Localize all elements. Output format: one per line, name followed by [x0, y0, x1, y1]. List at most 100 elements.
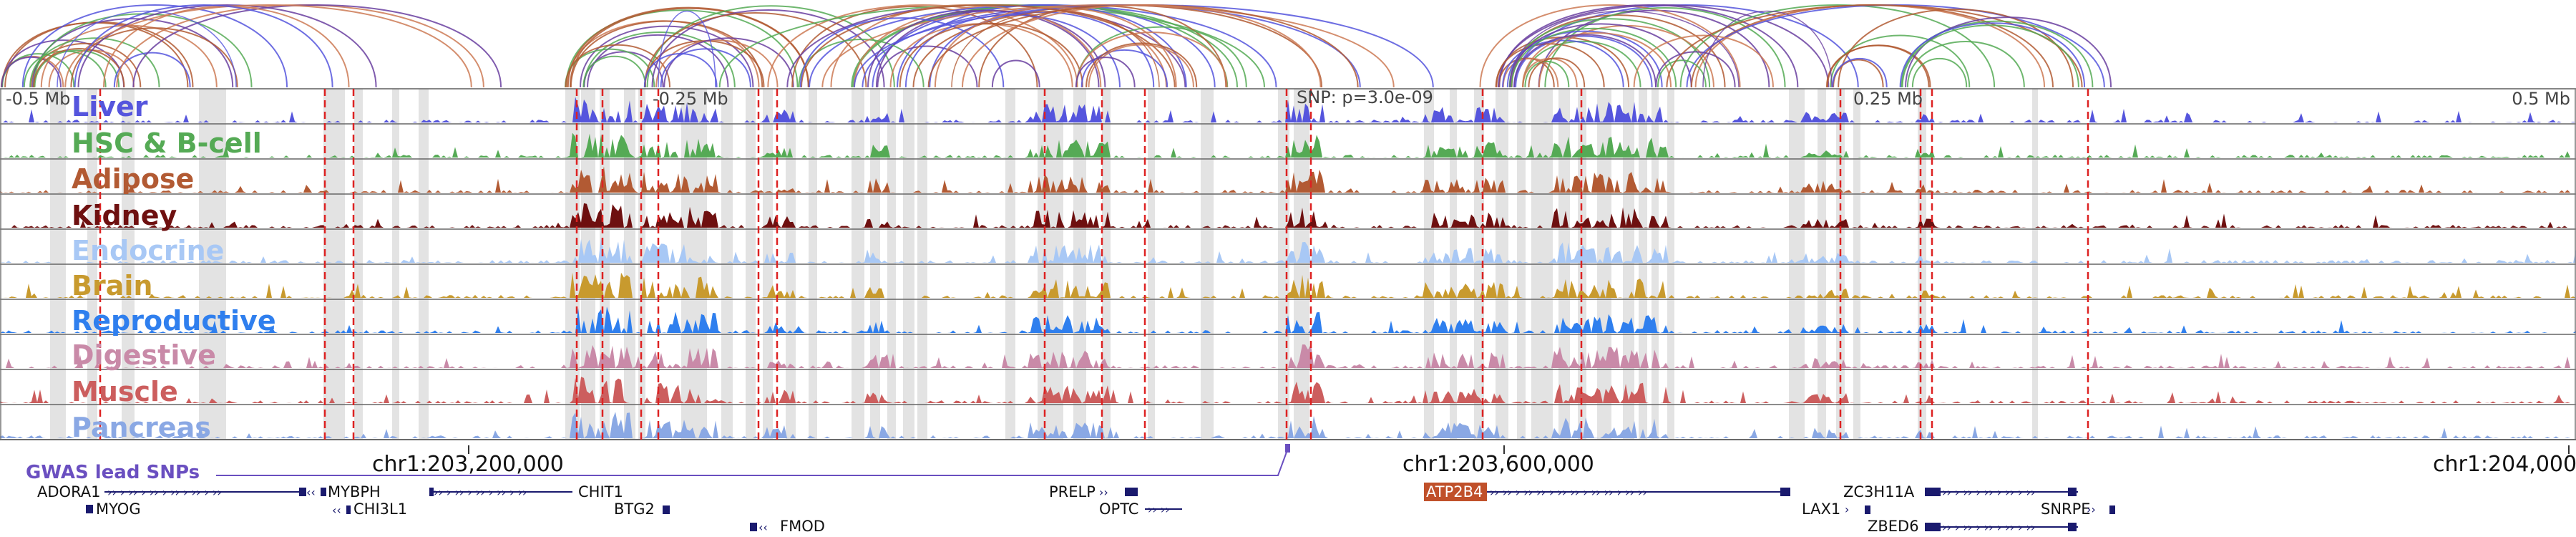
track-label-adipose: Adipose: [72, 163, 194, 195]
loop-arc: [565, 9, 799, 88]
loop-arc: [961, 4, 1322, 88]
loop-arc: [1655, 51, 1736, 88]
loop-arc: [70, 27, 238, 88]
loop-arc: [74, 4, 333, 88]
loop-arc: [1901, 20, 2094, 88]
gene-atp2b4: ATP2B4 ›› ›› › ›› ›› › ›› ›› › ›› ›› › ›…: [1424, 483, 1790, 501]
gene-label: BTG2: [614, 500, 655, 518]
track-label-liver: Liver: [72, 91, 148, 122]
gene-zc3h11a: ZC3H11A ›› › ›› › ›› › ›› › ››: [1843, 483, 2078, 500]
loop-arc: [570, 20, 763, 88]
ruler: -0.5 Mb -0.25 Mb SNP: p=3.0e-09 0.25 Mb …: [6, 87, 2570, 109]
loop-arc: [791, 6, 1038, 88]
track-labels: Liver HSC & B-cell Adipose Kidney Endocr…: [72, 91, 276, 443]
coordinate-label-2: chr1:203,600,000: [1402, 452, 1594, 477]
loop-arc: [651, 9, 885, 88]
track-label-pancreas: Pancreas: [72, 412, 211, 443]
track-label-digestive: Digestive: [72, 339, 216, 371]
loop-arc: [929, 11, 1155, 88]
loop-arc: [646, 5, 895, 88]
track-frame: [0, 88, 2576, 440]
track-label-endocrine: Endocrine: [72, 235, 224, 266]
track-label-hsc: HSC & B-cell: [72, 127, 262, 159]
gene-exon: [86, 505, 93, 513]
loop-arc: [29, 37, 160, 88]
loop-arc: [1524, 61, 1570, 88]
gene-label: ZC3H11A: [1843, 483, 1915, 500]
gene-exon: [2109, 505, 2115, 514]
signal-area: [0, 272, 2576, 298]
loop-arc: [21, 4, 288, 88]
loop-arc: [951, 10, 1160, 88]
loop-arc: [1085, 42, 1198, 88]
loop-arc: [799, 17, 1005, 88]
track-label-brain: Brain: [72, 270, 152, 301]
loop-arc: [643, 52, 718, 88]
gene-exon: [1780, 488, 1790, 496]
loop-arc: [1511, 27, 1677, 88]
gene-exon: [321, 488, 326, 496]
gene-exon: [1925, 523, 1941, 531]
loop-arc: [663, 37, 794, 88]
loop-arc: [565, 44, 671, 88]
loop-arc: [1679, 4, 1996, 88]
signal-area: [0, 306, 2576, 333]
strand-arrows: ››: [2087, 503, 2096, 516]
coordinate-label-1: chr1:203,200,000: [372, 452, 564, 477]
loop-arc: [1509, 23, 1692, 88]
gene-label: CHIT1: [578, 483, 623, 500]
loop-arc: [132, 4, 502, 88]
strand-arrows: ›› › ›› › ›› › ›› › ››: [1942, 521, 2035, 534]
strand-arrows: ›› ›› › ›› ›› › ›› ›› › ›› ›› › ›› ››: [1490, 485, 1647, 499]
loop-arc: [1513, 34, 1657, 88]
loop-arc: [116, 4, 484, 88]
gene-label: FMOD: [780, 518, 825, 535]
loop-arc: [1075, 57, 1136, 88]
snp-lines: [99, 89, 2089, 440]
loop-arc: [23, 50, 107, 88]
loop-arc: [1838, 9, 2074, 88]
gene-exon: [2068, 488, 2077, 496]
highlight-box: [1424, 483, 1487, 501]
strand-arrows: ›› › ›› › ›› › ›› › ››: [434, 485, 527, 499]
signal-area: [0, 97, 2576, 122]
gene-label: ADORA1: [37, 483, 101, 500]
loop-arc: [1075, 32, 1228, 88]
strand-arrows: ›: [1845, 503, 1849, 516]
gene-track: ADORA1 ›› › ›› › ›› › ›› › ›› › ›› MYOG …: [37, 483, 2115, 535]
gene-fmod: ‹‹ FMOD: [750, 518, 825, 535]
gene-mybph: ‹‹ MYBPH: [306, 483, 381, 500]
loop-arc: [567, 6, 810, 88]
gene-snrpe: SNRPE ››: [2041, 500, 2115, 518]
loop-arc: [64, 4, 472, 88]
ruler-mid-left-label: -0.25 Mb: [653, 89, 728, 109]
signal-area: [0, 344, 2576, 368]
strand-arrows: ›› › ›› › ›› › ›› › ›› › ››: [107, 485, 222, 499]
loop-arc: [1528, 57, 1586, 88]
coordinate-axis: chr1:203,200,000 chr1:203,600,000 chr1:2…: [372, 445, 2576, 477]
chromatin-loop-arcs: [0, 4, 2112, 88]
signal-area: [0, 166, 2576, 193]
coordinate-label-3: chr1:204,000: [2433, 452, 2576, 477]
gene-label: SNRPE: [2041, 500, 2091, 518]
gene-label: ATP2B4: [1426, 483, 1483, 500]
gene-label: LAX1: [1802, 500, 1840, 518]
gene-exon: [429, 488, 434, 496]
gene-lax1: LAX1 ›: [1802, 500, 1870, 518]
loop-arc: [1906, 41, 2025, 88]
gene-label: PRELP: [1049, 483, 1096, 500]
loop-arc: [34, 49, 120, 88]
loop-arc: [1498, 4, 1830, 88]
loop-arc: [867, 9, 1100, 88]
ruler-right-label: 0.5 Mb: [2512, 89, 2570, 109]
loop-arc: [1521, 32, 1672, 88]
gene-label: CHI3L1: [353, 500, 407, 518]
gene-label: OPTC: [1099, 500, 1138, 518]
loop-arc: [1905, 16, 2112, 88]
loop-arc: [1901, 24, 2079, 88]
track-label-reproductive: Reproductive: [72, 305, 276, 337]
loop-arc: [582, 56, 647, 88]
loop-arc: [1832, 57, 1888, 88]
loop-arc: [821, 4, 1395, 88]
